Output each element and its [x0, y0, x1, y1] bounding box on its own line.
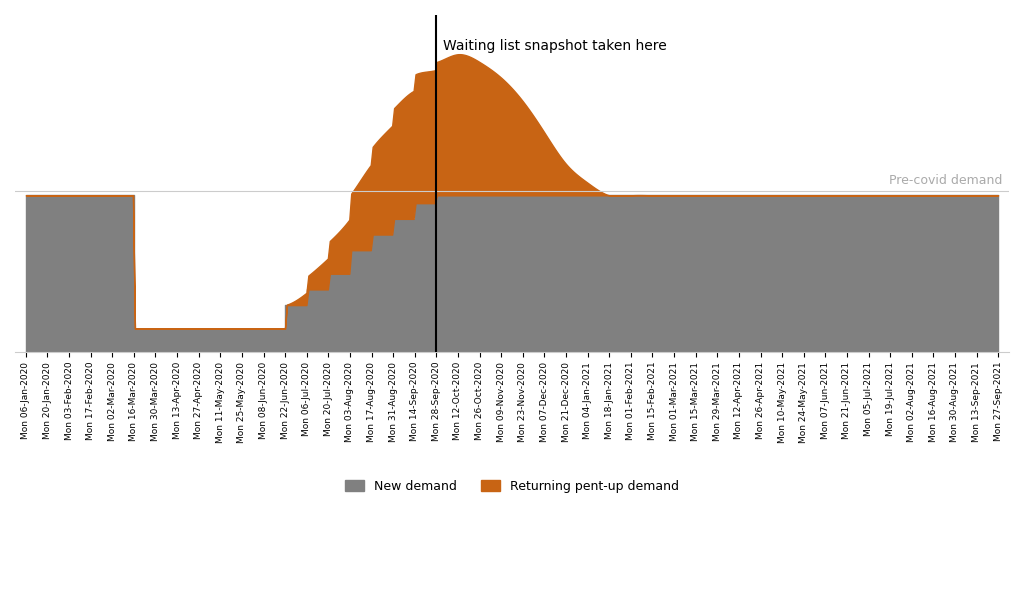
Legend: New demand, Returning pent-up demand: New demand, Returning pent-up demand [340, 475, 684, 498]
Text: Waiting list snapshot taken here: Waiting list snapshot taken here [442, 39, 667, 53]
Text: Pre-covid demand: Pre-covid demand [889, 175, 1002, 188]
